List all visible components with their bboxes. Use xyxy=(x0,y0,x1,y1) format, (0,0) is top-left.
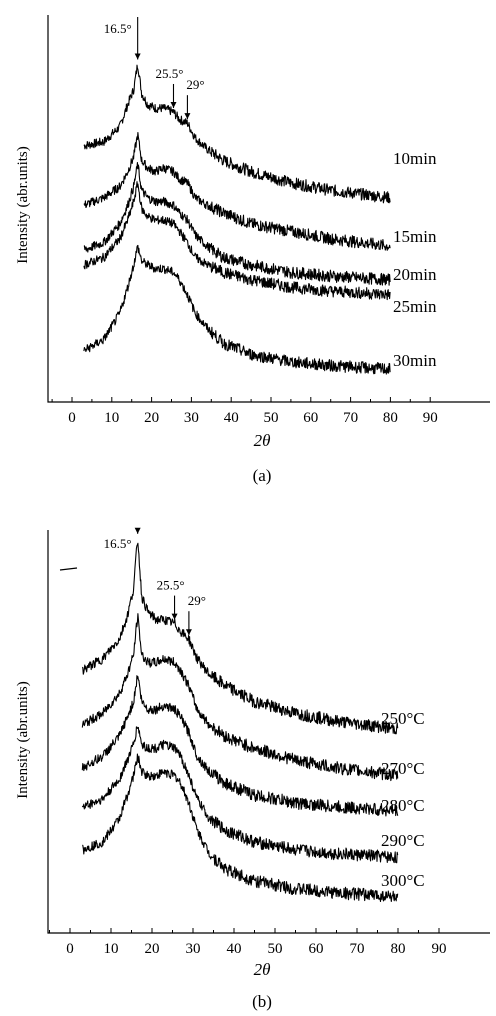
x-tick-label: 30 xyxy=(184,410,199,426)
peak-annotation-label: 16.5° xyxy=(104,21,132,36)
panel-a-axis-frame xyxy=(47,15,490,403)
series-label: 10min xyxy=(393,149,437,168)
peak-arrow-head xyxy=(171,613,178,620)
x-tick-label: 50 xyxy=(268,941,283,957)
panel-b-stray-mark xyxy=(59,567,78,571)
x-tick-label: 0 xyxy=(68,410,76,426)
series-label: 250°C xyxy=(381,709,425,728)
pattern-line-3 xyxy=(83,162,391,286)
x-tick-label: 0 xyxy=(66,941,74,957)
x-tick-label: 10 xyxy=(104,410,119,426)
peak-arrow-head xyxy=(184,113,191,120)
x-tick-label: 60 xyxy=(309,941,324,957)
peak-arrow-head xyxy=(134,527,141,534)
panel-b-traces: 250°C 270°C 280°C 290°C 300°C xyxy=(81,542,425,903)
x-tick-label: 20 xyxy=(144,410,159,426)
x-tick-label: 90 xyxy=(423,410,438,426)
panel-a: 0 10 20 30 40 50 60 70 80 90 10min 15min 20min 25min… xyxy=(15,15,490,485)
x-tick-label: 40 xyxy=(224,410,239,426)
x-tick-label: 10 xyxy=(104,941,119,957)
panel-b-x-axis-label: 2θ xyxy=(254,960,271,979)
x-tick-label: 90 xyxy=(432,941,447,957)
pattern-line-3 xyxy=(81,675,399,817)
pattern-line-2 xyxy=(81,613,399,782)
series-label: 290°C xyxy=(381,831,425,850)
x-tick-label: 20 xyxy=(145,941,160,957)
x-tick-label: 80 xyxy=(383,410,398,426)
pattern-line-5 xyxy=(83,244,391,375)
x-tick-label: 80 xyxy=(391,941,406,957)
panel-b-label: (b) xyxy=(252,992,272,1011)
pattern-line-1 xyxy=(81,542,399,735)
peak-annotation-label: 25.5° xyxy=(156,66,184,81)
panel-a-label: (a) xyxy=(253,466,272,485)
x-tick-label: 60 xyxy=(303,410,318,426)
pattern-line-1 xyxy=(83,64,391,204)
panel-a-x-axis-label: 2θ xyxy=(254,431,271,450)
x-tick-label: 70 xyxy=(343,410,358,426)
series-label: 15min xyxy=(393,227,437,246)
panel-a-traces: 10min 15min 20min 25min 30min xyxy=(83,64,437,375)
pattern-line-2 xyxy=(83,131,391,251)
peak-arrow-head xyxy=(134,53,141,60)
panel-b-axis-frame xyxy=(47,530,490,934)
x-tick-label: 30 xyxy=(186,941,201,957)
panel-b-x-ticks: 0 10 20 30 40 50 60 70 80 90 xyxy=(49,928,447,957)
series-label: 300°C xyxy=(381,871,425,890)
peak-annotation-label: 16.5° xyxy=(104,536,132,551)
panel-a-x-ticks: 0 10 20 30 40 50 60 70 80 90 xyxy=(51,397,438,426)
series-label: 20min xyxy=(393,265,437,284)
peak-annotation-label: 25.5° xyxy=(157,578,185,593)
panel-a-y-axis-label: Intensity (abr.units) xyxy=(15,146,31,263)
peak-annotation-label: 29° xyxy=(188,593,206,608)
panel-a-peak-arrows: 16.5° 25.5°29° xyxy=(104,17,205,120)
panel-b-y-axis-label: Intensity (abr.units) xyxy=(15,681,31,798)
x-tick-label: 50 xyxy=(264,410,279,426)
series-label: 270°C xyxy=(381,759,425,778)
pattern-line-4 xyxy=(81,726,399,864)
peak-arrow-head xyxy=(170,101,177,108)
panel-b: 0 10 20 30 40 50 60 70 80 90 250°C 270°C 280°C 290°C… xyxy=(15,527,490,1011)
peak-annotation-label: 29° xyxy=(186,77,204,92)
panel-b-peak-arrows: 16.5° 25.5°29° xyxy=(104,527,206,636)
pattern-line-4 xyxy=(83,181,391,301)
series-label: 30min xyxy=(393,351,437,370)
series-label: 280°C xyxy=(381,796,425,815)
series-label: 25min xyxy=(393,297,437,316)
x-tick-label: 40 xyxy=(227,941,242,957)
x-tick-label: 70 xyxy=(350,941,365,957)
peak-arrow-head xyxy=(185,629,192,636)
pattern-line-5 xyxy=(82,753,399,903)
